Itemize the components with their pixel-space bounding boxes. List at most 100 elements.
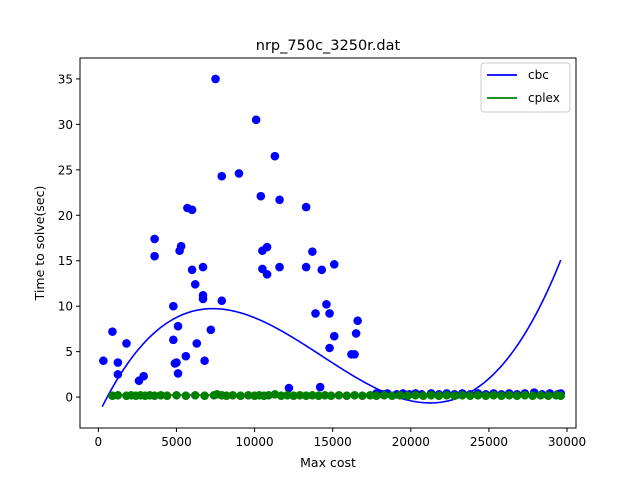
data-point-cplex (244, 390, 253, 400)
data-point-cbc (187, 205, 197, 215)
data-point-cbc (308, 247, 317, 256)
data-point-cplex (222, 391, 231, 401)
data-point-cbc (262, 242, 272, 252)
data-point-cplex (481, 391, 491, 401)
data-point-cbc (353, 316, 362, 326)
data-point-cbc (301, 202, 311, 212)
plot-frame (79, 57, 577, 429)
data-point-cbc (251, 115, 261, 125)
data-point-cplex (489, 390, 498, 400)
data-point-cbc (192, 339, 202, 348)
y-tick-label: 20 (58, 209, 73, 223)
data-point-cbc (329, 331, 339, 341)
data-point-cbc (169, 301, 178, 311)
axis-ticks: 0 5000 10000 15000 20000 25000 30000 0 5 10 15 20 25… (58, 72, 586, 449)
data-point-cbc (200, 356, 209, 366)
y-tick-label: 15 (58, 254, 73, 268)
data-point-cbc (173, 321, 183, 331)
data-point-cplex (395, 390, 405, 400)
y-axis-label: Time to solve(sec) (32, 186, 47, 302)
data-point-cbc (351, 329, 361, 338)
data-point-cplex (426, 390, 436, 400)
data-point-cplex (387, 391, 397, 401)
data-point-cplex (334, 390, 344, 400)
data-point-cbc (99, 356, 108, 366)
chart-title: nrp_750c_3250r.dat (256, 38, 401, 54)
data-point-cplex (372, 391, 381, 401)
data-point-cplex (342, 391, 352, 401)
data-point-cplex (434, 391, 444, 401)
data-point-cplex (200, 391, 209, 401)
data-point-cplex (465, 391, 475, 401)
data-point-cbc (317, 265, 327, 275)
data-point-cplex (411, 390, 420, 400)
y-tick-label: 30 (58, 118, 73, 132)
x-axis-label: Max cost (300, 455, 356, 470)
data-point-cplex (295, 390, 305, 400)
data-point-cbc (301, 262, 311, 272)
y-tick-label: 35 (58, 72, 73, 86)
data-point-cplex (314, 391, 323, 401)
data-point-cbc (108, 327, 117, 336)
data-point-cbc (198, 262, 208, 272)
data-point-cplex (536, 390, 545, 400)
data-point-cplex (528, 391, 537, 401)
fit-line-cbc (101, 259, 562, 408)
data-point-cplex (181, 391, 191, 401)
data-point-cplex (320, 390, 330, 400)
data-point-cbc (325, 343, 334, 353)
data-point-cbc (173, 369, 183, 378)
data-point-cplex (326, 391, 336, 401)
data-point-cplex (276, 391, 286, 401)
data-point-cbc (181, 351, 191, 361)
data-point-cplex (504, 390, 514, 400)
data-point-cbc (150, 234, 159, 244)
data-point-cplex (289, 391, 298, 401)
y-tick-label: 25 (58, 163, 73, 177)
data-point-cplex (301, 391, 311, 401)
y-tick-label: 5 (65, 345, 73, 359)
data-point-cbc (284, 383, 294, 393)
data-point-cplex (497, 391, 506, 401)
data-point-cplex (512, 391, 522, 401)
data-point-cplex (172, 390, 181, 400)
data-point-cbc (329, 260, 339, 269)
data-point-cbc (262, 270, 272, 279)
data-point-cplex (442, 390, 452, 400)
data-point-cplex (162, 391, 172, 401)
data-point-cplex (543, 391, 553, 401)
data-point-cbc (122, 339, 131, 348)
data-point-cplex (308, 390, 317, 400)
data-point-cbc (322, 300, 331, 309)
plot-marks (99, 74, 566, 408)
data-point-cplex (520, 390, 530, 400)
data-point-cbc (217, 296, 227, 306)
data-point-cplex (358, 391, 367, 401)
data-point-cplex (379, 390, 389, 400)
data-point-cbc (311, 309, 320, 318)
x-tick-label: 30000 (548, 435, 586, 449)
data-point-cplex (473, 390, 483, 400)
data-point-cbc (256, 191, 266, 201)
data-point-cbc (187, 265, 197, 275)
data-point-cbc (217, 171, 227, 181)
x-tick-label: 25000 (470, 435, 508, 449)
data-point-cbc (150, 251, 159, 261)
x-tick-label: 5000 (161, 435, 192, 449)
data-point-cplex (283, 390, 292, 400)
legend-cbc-label: cbc (528, 68, 549, 82)
data-point-cplex (458, 390, 467, 400)
data-point-cplex (236, 391, 245, 401)
x-tick-label: 20000 (392, 435, 430, 449)
data-point-cplex (228, 390, 238, 400)
data-point-cbc (176, 241, 186, 251)
data-point-cplex (450, 391, 459, 401)
data-point-cplex (113, 390, 123, 400)
data-point-cbc (113, 370, 123, 379)
data-point-cbc (169, 335, 178, 345)
data-point-cplex (556, 391, 566, 401)
data-point-cbc (325, 309, 334, 318)
data-point-cbc (206, 325, 216, 335)
data-point-cbc (270, 151, 280, 161)
